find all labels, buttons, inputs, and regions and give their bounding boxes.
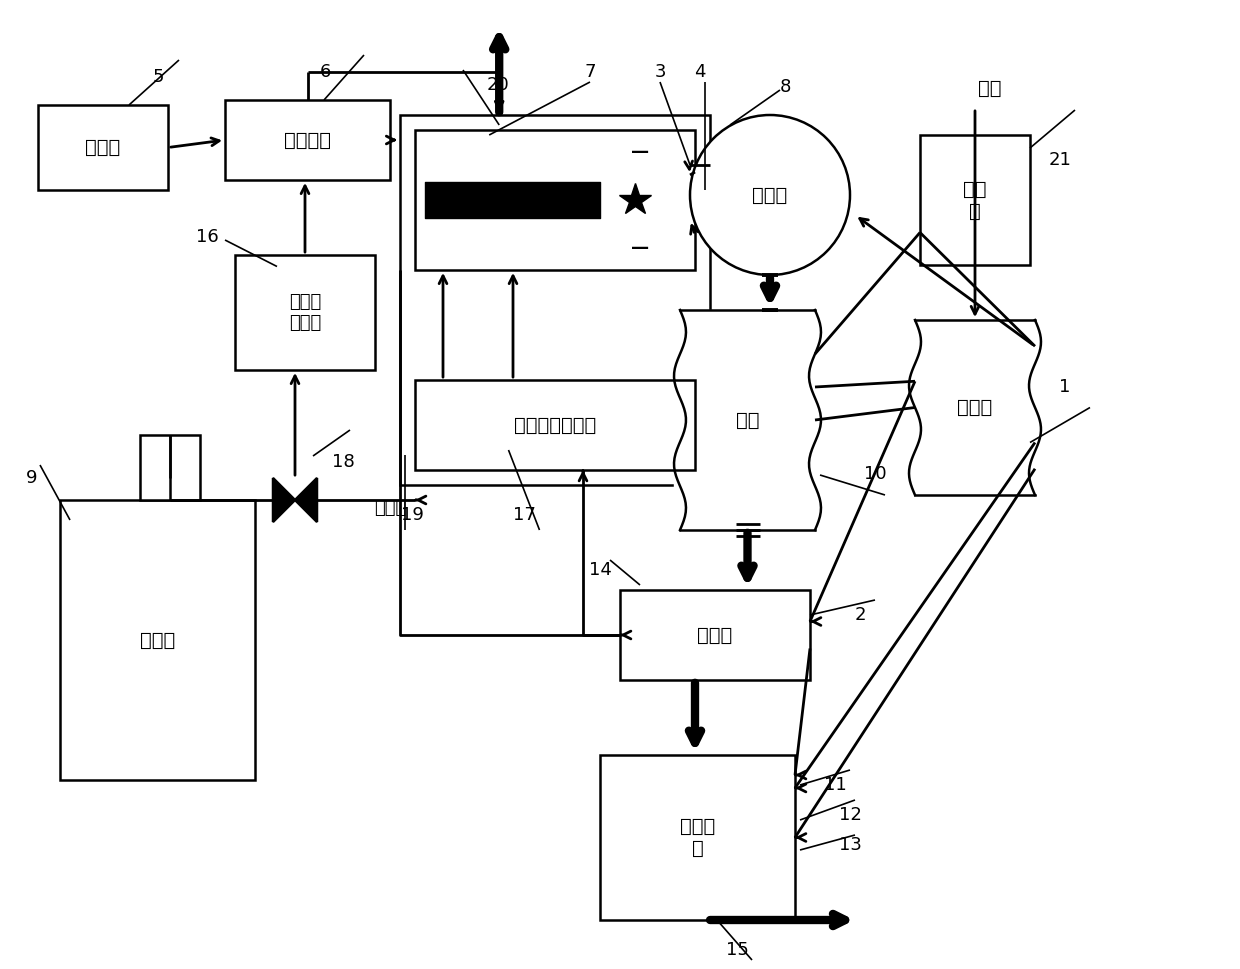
- Text: 辅锅炉: 辅锅炉: [140, 631, 175, 649]
- Text: 18: 18: [331, 453, 355, 471]
- Text: 压气机: 压气机: [957, 398, 993, 417]
- Bar: [140, 435, 200, 500]
- Text: 1: 1: [1059, 379, 1070, 396]
- Text: 6: 6: [320, 63, 331, 81]
- Text: 5: 5: [153, 68, 164, 86]
- Text: 余热锅
炉: 余热锅 炉: [680, 817, 715, 858]
- Text: 回热器: 回热器: [697, 626, 733, 644]
- Bar: [60, 500, 255, 780]
- Bar: [236, 255, 374, 370]
- Bar: [38, 105, 167, 190]
- Text: 16: 16: [196, 228, 218, 246]
- Text: —: —: [631, 143, 649, 161]
- Text: 燃料瓶: 燃料瓶: [86, 138, 120, 157]
- Text: 2: 2: [854, 606, 866, 624]
- Circle shape: [689, 115, 849, 275]
- Text: 13: 13: [838, 836, 862, 854]
- Text: 蒸馏水
预热器: 蒸馏水 预热器: [289, 293, 321, 332]
- Text: 3: 3: [655, 63, 666, 81]
- Text: 预重整器: 预重整器: [284, 131, 331, 149]
- Bar: [415, 130, 694, 270]
- Text: 透平: 透平: [735, 411, 759, 429]
- Bar: [224, 100, 391, 180]
- Text: 9: 9: [26, 469, 37, 487]
- Text: 11: 11: [823, 776, 847, 794]
- Text: —: —: [631, 239, 649, 257]
- Text: 空气: 空气: [978, 78, 1002, 98]
- Text: 燃烧室: 燃烧室: [753, 185, 787, 204]
- Polygon shape: [273, 478, 295, 522]
- Text: 燃料电池预热器: 燃料电池预热器: [513, 416, 596, 434]
- Text: 10: 10: [864, 465, 887, 483]
- Text: 17: 17: [512, 506, 536, 524]
- Bar: [415, 380, 694, 470]
- Text: 14: 14: [589, 561, 611, 579]
- Text: 21: 21: [1049, 151, 1071, 169]
- Text: 20: 20: [486, 76, 510, 94]
- Text: 15: 15: [725, 941, 749, 959]
- Text: 4: 4: [694, 63, 706, 81]
- Text: 19: 19: [401, 506, 423, 524]
- Bar: [620, 590, 810, 680]
- Text: 8: 8: [779, 78, 791, 96]
- Text: 7: 7: [584, 63, 595, 81]
- Text: 蒸馏水: 蒸馏水: [374, 499, 407, 517]
- Text: 12: 12: [838, 806, 862, 824]
- Bar: [600, 755, 795, 920]
- Polygon shape: [295, 478, 317, 522]
- Bar: [920, 135, 1030, 265]
- Bar: [401, 115, 711, 485]
- Text: 发电
机: 发电 机: [963, 179, 987, 221]
